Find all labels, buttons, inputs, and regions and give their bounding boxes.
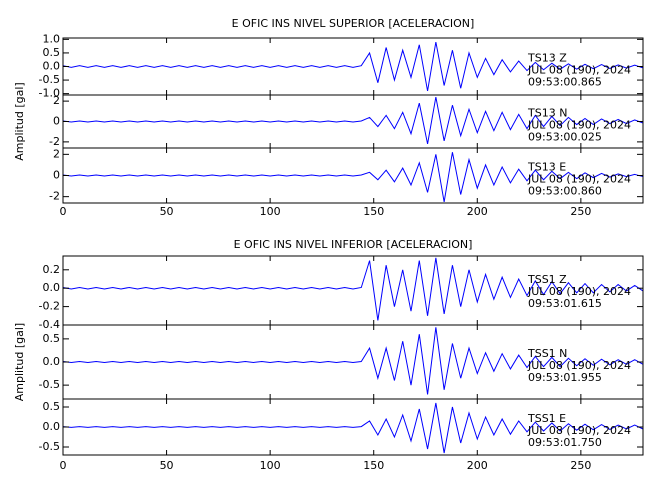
y-tick-label: 0.0 <box>43 355 61 368</box>
trace-label: TS13 E <box>527 161 566 174</box>
trace-label: JUL 08 (190), 2024 <box>527 424 631 437</box>
trace-label: TS13 Z <box>527 52 567 65</box>
x-tick-label: 0 <box>60 205 67 218</box>
trace-label: 09:53:01.615 <box>528 297 602 310</box>
y-tick-label: -0.5 <box>39 378 60 391</box>
trace-label: 09:53:01.955 <box>528 371 602 384</box>
y-tick-label: 0.0 <box>43 60 61 73</box>
panel-frame <box>62 398 644 456</box>
y-tick-label: -0.5 <box>39 440 60 453</box>
waveform <box>62 327 644 395</box>
trace-label: 09:53:00.025 <box>528 131 602 144</box>
trace-label: JUL 08 (190), 2024 <box>527 173 631 186</box>
trace-label: 09:53:00.860 <box>528 185 602 198</box>
y-tick-label: -0.5 <box>39 73 60 86</box>
trace-label: TS13 N <box>527 107 567 120</box>
trace-label: TSS1 Z <box>527 273 567 286</box>
y-tick-label: 0 <box>53 169 60 182</box>
waveform <box>62 41 644 92</box>
x-tick-label: 200 <box>467 459 488 472</box>
y-tick-label: -2 <box>49 190 60 203</box>
chart-title: E OFIC INS NIVEL SUPERIOR [ACELERACION] <box>232 17 475 30</box>
y-tick-label: -1.0 <box>39 87 60 100</box>
trace-label: JUL 08 (190), 2024 <box>527 119 631 132</box>
y-axis-label: Amplitud [gal] <box>13 323 26 401</box>
y-tick-label: 0.5 <box>43 46 61 59</box>
y-tick-label: 2 <box>53 94 60 107</box>
y-tick-label: 0.0 <box>43 281 61 294</box>
y-tick-label: -0.4 <box>39 318 60 331</box>
trace-label: JUL 08 (190), 2024 <box>527 359 631 372</box>
x-tick-label: 100 <box>260 459 281 472</box>
x-tick-label: 50 <box>160 459 174 472</box>
x-tick-label: 250 <box>570 459 591 472</box>
trace-label: JUL 08 (190), 2024 <box>527 285 631 298</box>
waveform <box>62 96 644 145</box>
y-tick-label: 0.5 <box>43 400 61 413</box>
y-tick-label: 1.0 <box>43 32 61 45</box>
x-tick-label: 150 <box>363 205 384 218</box>
x-tick-label: 50 <box>160 205 174 218</box>
y-tick-label: -2 <box>49 135 60 148</box>
trace-label: TSS1 N <box>527 347 567 360</box>
trace-label: 09:53:00.865 <box>528 76 602 89</box>
panel-frame <box>62 147 644 204</box>
waveform <box>62 257 644 321</box>
x-tick-label: 150 <box>363 459 384 472</box>
y-tick-label: 0 <box>53 115 60 128</box>
y-tick-label: 0.2 <box>43 263 61 276</box>
y-tick-label: 0.0 <box>43 420 61 433</box>
x-tick-label: 0 <box>60 459 67 472</box>
y-axis-label: Amplitud [gal] <box>13 82 26 160</box>
x-tick-label: 200 <box>467 205 488 218</box>
trace-label: JUL 08 (190), 2024 <box>527 64 631 77</box>
waveform <box>62 402 644 454</box>
chart-title: E OFIC INS NIVEL INFERIOR [ACELERACION] <box>234 238 473 251</box>
x-tick-label: 250 <box>570 205 591 218</box>
y-tick-label: 0.5 <box>43 332 61 345</box>
x-tick-label: 100 <box>260 205 281 218</box>
trace-label: TSS1 E <box>527 412 566 425</box>
trace-label: 09:53:01.750 <box>528 436 602 449</box>
y-tick-label: 2 <box>53 147 60 160</box>
y-tick-label: -0.2 <box>39 300 60 313</box>
waveform <box>62 152 644 203</box>
